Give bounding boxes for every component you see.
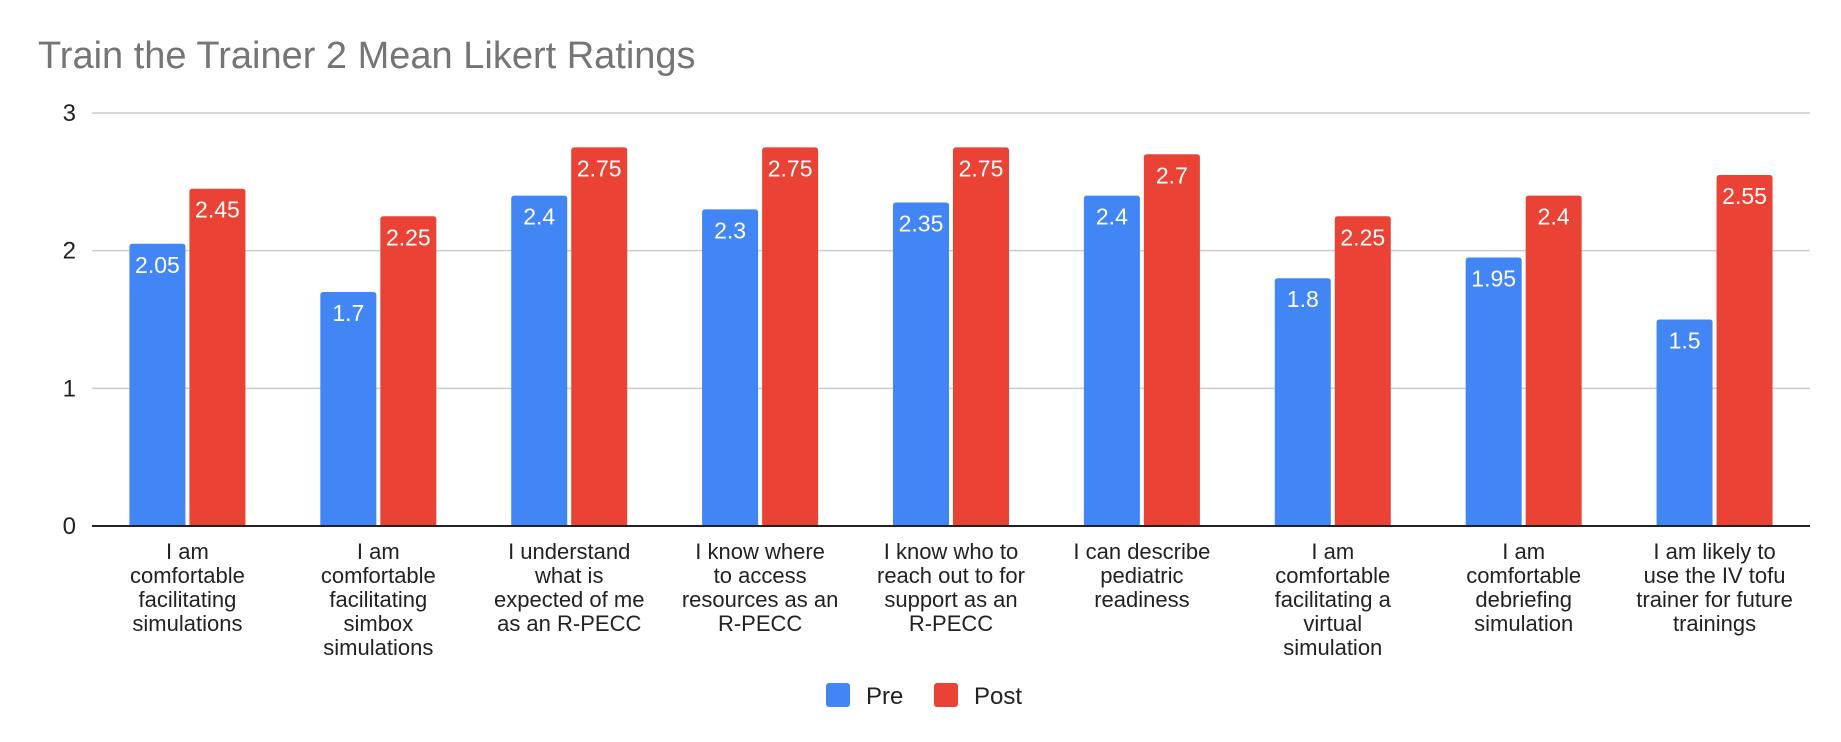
- bar-post: [571, 147, 628, 526]
- x-category-label-line: comfortable: [321, 563, 436, 588]
- x-category-label-line: I know where: [695, 539, 825, 564]
- bar-pre: [702, 209, 759, 526]
- x-category-label: I know where to access resources as an R-PE…: [682, 539, 839, 636]
- data-labels: 2.05 2.45 1.7 2.25 2.4 2.75 2.3 2.75 2.35 2.75 2.4…: [135, 155, 1767, 353]
- x-category-label-line: simulations: [132, 611, 242, 636]
- x-category-label: I am comfortable debriefing simulation: [1466, 539, 1581, 636]
- x-category-label-line: debriefing: [1475, 587, 1572, 612]
- data-label: 1.5: [1669, 328, 1701, 354]
- y-axis-ticks: 0 1 2 3: [63, 100, 76, 540]
- data-label: 2.55: [1722, 183, 1767, 209]
- x-category-label-line: R-PECC: [718, 611, 802, 636]
- bar-pre: [1465, 257, 1522, 526]
- bar-post: [953, 147, 1009, 526]
- data-label: 2.4: [1096, 204, 1128, 230]
- x-category-label-line: I know who to: [884, 539, 1019, 564]
- y-tick-label: 3: [63, 100, 76, 127]
- x-category-label-line: I understand: [508, 539, 630, 564]
- x-category-label-line: what is: [534, 563, 603, 588]
- data-label: 2.4: [523, 204, 555, 230]
- bar-pre: [1274, 278, 1331, 526]
- data-label: 2.05: [135, 252, 180, 278]
- chart-title: Train the Trainer 2 Mean Likert Ratings: [38, 35, 696, 77]
- gridlines: [92, 112, 1810, 390]
- bar-post: [1334, 216, 1391, 526]
- x-category-label-line: simulations: [323, 635, 433, 660]
- x-category-label-line: simbox: [343, 611, 413, 636]
- x-category-label-line: I am: [1502, 539, 1545, 564]
- x-category-label: I am comfortable facilitating simulations: [130, 539, 245, 636]
- legend-swatch-pre: [826, 683, 850, 707]
- bar-post: [1525, 195, 1582, 526]
- x-category-label: I am comfortable facilitating simbox simulat…: [321, 539, 436, 660]
- data-label: 2.25: [386, 224, 431, 250]
- x-category-label-line: simulation: [1474, 611, 1573, 636]
- x-category-label-line: facilitating: [139, 587, 237, 612]
- x-category-label: I know who to reach out to for support as …: [877, 539, 1025, 636]
- x-category-label-line: I am: [166, 539, 209, 564]
- legend-label-pre: Pre: [866, 683, 903, 710]
- bar-post: [1143, 154, 1200, 527]
- x-category-label-line: simulation: [1283, 635, 1382, 660]
- x-category-label-line: trainer for future: [1636, 587, 1793, 612]
- bar-post: [380, 216, 437, 526]
- x-category-label-line: pediatric: [1100, 563, 1183, 588]
- x-category-label-line: comfortable: [1466, 563, 1581, 588]
- x-category-label-line: facilitating: [329, 587, 427, 612]
- x-category-label: I understand what is expected of me as an R…: [494, 539, 644, 636]
- x-category-label-line: I am likely to: [1653, 539, 1775, 564]
- y-tick-label: 0: [63, 513, 76, 540]
- x-category-label-line: I am: [357, 539, 400, 564]
- x-category-label-line: R-PECC: [909, 611, 993, 636]
- x-category-label-line: use the IV tofu: [1644, 563, 1786, 588]
- x-category-label: I can describe pediatric readiness: [1073, 539, 1210, 612]
- data-label: 2.45: [195, 197, 240, 223]
- bars: [129, 147, 1773, 527]
- x-category-label-line: readiness: [1094, 587, 1189, 612]
- bar-post: [1716, 174, 1773, 526]
- x-category-label: I am likely to use the IV tofu trainer for…: [1636, 539, 1793, 636]
- x-category-label-line: support as an: [884, 587, 1017, 612]
- data-label: 2.75: [577, 155, 622, 181]
- data-label: 1.95: [1471, 266, 1516, 292]
- data-label: 2.7: [1156, 162, 1188, 188]
- x-category-label-line: facilitating a: [1275, 587, 1392, 612]
- data-label: 2.4: [1538, 204, 1570, 230]
- x-category-label-line: trainings: [1673, 611, 1756, 636]
- x-category-label-line: resources as an: [682, 587, 839, 612]
- data-label: 2.35: [899, 210, 944, 236]
- bar-pre: [893, 202, 949, 526]
- bar-post: [762, 147, 819, 526]
- y-tick-label: 2: [63, 238, 76, 265]
- x-category-label-line: to access: [714, 563, 807, 588]
- x-category-label: I am comfortable facilitating a virtual simu…: [1275, 539, 1392, 660]
- x-category-label-line: reach out to for: [877, 563, 1025, 588]
- y-tick-label: 1: [63, 375, 76, 402]
- x-category-label-line: comfortable: [1275, 563, 1390, 588]
- data-label: 2.3: [714, 217, 746, 243]
- legend-swatch-post: [934, 683, 958, 707]
- bar-pre: [1083, 195, 1140, 526]
- data-label: 2.75: [959, 155, 1004, 181]
- x-axis-categories: I am comfortable facilitating simulationsI …: [130, 539, 1793, 660]
- bar-pre: [511, 195, 568, 526]
- bar-pre: [1656, 319, 1713, 526]
- bar-pre: [129, 243, 186, 527]
- legend-label-post: Post: [974, 683, 1022, 710]
- data-label: 1.7: [332, 300, 364, 326]
- x-category-label-line: I am: [1311, 539, 1354, 564]
- bar-pre: [320, 291, 377, 526]
- data-label: 2.25: [1340, 224, 1385, 250]
- bar-post: [189, 188, 246, 526]
- x-category-label-line: comfortable: [130, 563, 245, 588]
- x-category-label-line: virtual: [1303, 611, 1362, 636]
- x-category-label-line: I can describe: [1073, 539, 1210, 564]
- x-category-label-line: expected of me: [494, 587, 644, 612]
- legend: Pre Post: [826, 683, 1022, 710]
- data-label: 2.75: [768, 155, 813, 181]
- x-category-label-line: as an R-PECC: [497, 611, 641, 636]
- data-label: 1.8: [1287, 286, 1319, 312]
